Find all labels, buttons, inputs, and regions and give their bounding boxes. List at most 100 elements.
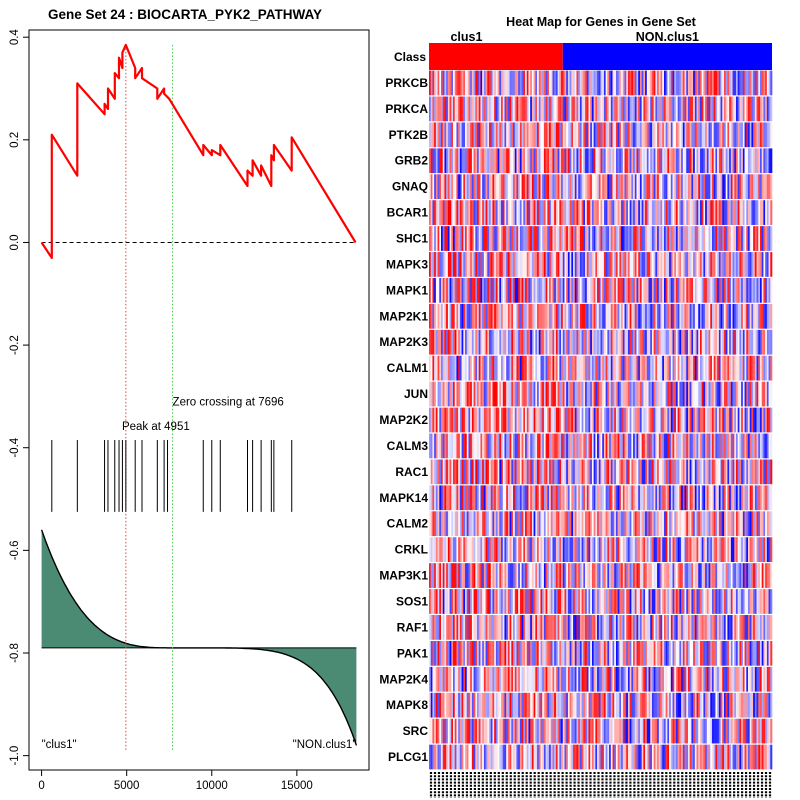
heatmap-cell [468, 174, 471, 200]
heatmap-cell [434, 355, 437, 381]
heatmap-cell [519, 407, 522, 433]
heatmap-cell [699, 355, 702, 381]
heatmap-cell [610, 355, 613, 381]
heatmap-cell [701, 589, 704, 614]
heatmap-cell [699, 329, 702, 355]
heatmap-cell [744, 666, 747, 692]
heatmap-cell [586, 692, 589, 718]
heatmap-cell [442, 148, 445, 174]
heatmap-cell [442, 200, 445, 225]
heatmap-cell [502, 96, 505, 122]
heatmap-cell [434, 459, 437, 485]
heatmap-cell [645, 433, 648, 459]
heatmap-cell [567, 70, 570, 96]
heatmap-cell [562, 692, 565, 718]
heatmap-cell [579, 666, 582, 692]
heatmap-cell [557, 278, 560, 303]
heatmap-cell [561, 485, 564, 511]
heatmap-cell [528, 381, 531, 407]
heatmap-cell [497, 640, 500, 666]
heatmap-cell [746, 485, 749, 511]
heatmap-cell [710, 122, 713, 148]
heatmap-cell [645, 148, 648, 174]
heatmap-cell [708, 200, 711, 225]
heatmap-cell [552, 537, 555, 562]
heatmap-cell [549, 407, 552, 433]
heatmap-cell [490, 615, 493, 640]
heatmap-cell [729, 355, 732, 381]
heatmap-cell [579, 200, 582, 225]
heatmap-cell [624, 96, 627, 122]
heatmap-cell [691, 252, 694, 277]
heatmap-cell [537, 537, 540, 562]
heatmap-cell [698, 226, 701, 251]
heatmap-cell [670, 252, 673, 277]
heatmap-cell [578, 174, 581, 200]
heatmap-cell [655, 70, 658, 96]
heatmap-cell [747, 640, 751, 666]
heatmap-cell [706, 615, 709, 640]
heatmap-cell [729, 640, 732, 666]
heatmap-cell [615, 459, 618, 485]
heatmap-cell [495, 433, 498, 459]
heatmap-cell [682, 381, 685, 407]
heatmap-cell [482, 537, 485, 562]
heatmap-cell [485, 226, 488, 251]
heatmap-cell [547, 615, 550, 640]
heatmap-cell [597, 148, 600, 174]
heatmap-cell [466, 303, 469, 329]
heatmap-cell [456, 70, 459, 96]
heatmap-cell [477, 122, 480, 148]
heatmap-cell [619, 615, 622, 640]
heatmap-cell [506, 589, 509, 614]
heatmap-cell [727, 407, 730, 433]
heatmap-cell [578, 278, 581, 303]
heatmap-cell [746, 148, 749, 174]
heatmap-cell [483, 511, 486, 537]
heatmap-cell [643, 537, 646, 562]
heatmap-cell [482, 511, 485, 537]
heatmap-cell [489, 537, 492, 562]
heatmap-cell [646, 355, 649, 381]
heatmap-cell [622, 407, 625, 433]
heatmap-cell [722, 615, 725, 640]
heatmap-cell [562, 381, 565, 407]
heatmap-cell [761, 329, 764, 355]
heatmap-cell [566, 174, 569, 200]
heatmap-cell [561, 666, 564, 692]
heatmap-cell [441, 200, 444, 225]
heatmap-cell [691, 70, 694, 96]
heatmap-cell [494, 148, 497, 174]
heatmap-cell [583, 537, 586, 562]
heatmap-cell [561, 640, 564, 666]
heatmap-cell [475, 485, 478, 511]
heatmap-cell [615, 329, 618, 355]
heatmap-cell [590, 537, 593, 562]
heatmap-cell [492, 122, 495, 148]
heatmap-cell [535, 381, 538, 407]
heatmap-cell [451, 381, 454, 407]
heatmap-cell [466, 407, 469, 433]
heatmap-cell [621, 381, 624, 407]
heatmap-cell [699, 666, 702, 692]
heatmap-cell [561, 174, 564, 200]
heatmap-cell [610, 692, 613, 718]
heatmap-cell [651, 252, 654, 277]
heatmap-cell [483, 485, 486, 511]
heatmap-cell [727, 459, 730, 485]
heatmap-cell [432, 200, 435, 225]
heatmap-cell [708, 407, 711, 433]
heatmap-cell [463, 148, 466, 174]
heatmap-cell [679, 252, 682, 277]
heatmap-cell [502, 148, 505, 174]
heatmap-cell [468, 511, 471, 537]
heatmap-cell [711, 122, 714, 148]
heatmap-cell [735, 666, 739, 692]
heatmap-cell [693, 174, 696, 200]
heatmap-cell [754, 615, 757, 640]
heatmap-cell [631, 666, 634, 692]
heatmap-cell [439, 459, 442, 485]
heatmap-cell [441, 96, 444, 122]
heatmap-cell [615, 433, 618, 459]
heatmap-cell [610, 96, 613, 122]
